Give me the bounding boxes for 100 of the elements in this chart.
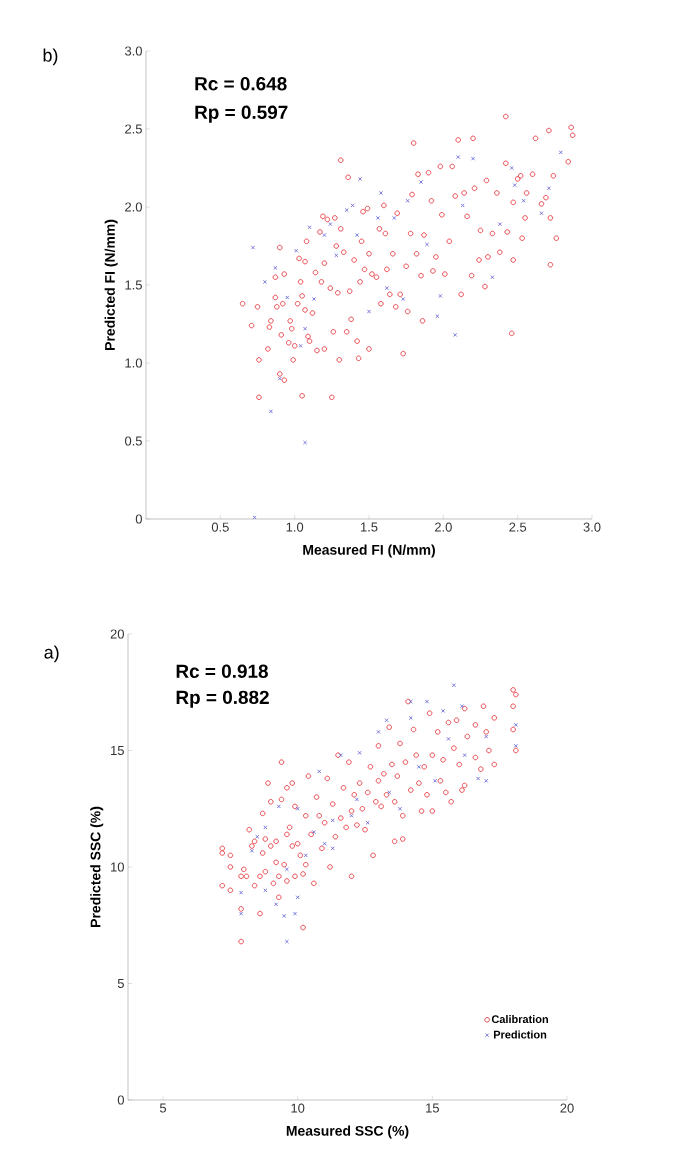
point xyxy=(285,295,290,300)
point xyxy=(460,203,465,208)
point xyxy=(317,769,322,774)
point xyxy=(366,309,372,314)
point xyxy=(303,853,308,858)
annotation: Rp = 0.882 xyxy=(176,690,269,708)
point xyxy=(365,820,370,825)
point xyxy=(397,806,403,811)
point xyxy=(424,242,430,247)
x-tick-label: 10 xyxy=(291,1103,305,1113)
y-tick-label: 3.0 xyxy=(124,46,142,56)
point xyxy=(268,409,273,414)
point xyxy=(303,326,308,331)
point xyxy=(408,715,413,720)
point xyxy=(255,834,260,839)
point xyxy=(558,150,563,155)
point xyxy=(384,718,389,723)
point xyxy=(432,778,438,783)
y-axis-title: Predicted SSC (%) xyxy=(90,806,104,927)
annotation: Rc = 0.648 xyxy=(195,77,287,91)
point xyxy=(453,332,458,337)
point xyxy=(456,154,461,160)
point xyxy=(438,293,443,298)
x-tick-label: 0.5 xyxy=(211,522,229,532)
x-tick-label: 15 xyxy=(426,1103,439,1113)
point xyxy=(273,265,278,270)
point xyxy=(239,890,244,895)
point xyxy=(250,245,256,250)
point xyxy=(387,790,392,795)
point xyxy=(546,186,551,191)
y-tick-label: 10 xyxy=(111,862,124,872)
x-tick-label: 2.5 xyxy=(509,522,527,532)
y-tick-label: 0 xyxy=(117,1095,124,1105)
point xyxy=(252,515,257,520)
point xyxy=(392,215,397,220)
point xyxy=(292,911,298,916)
point xyxy=(358,176,363,181)
point xyxy=(284,867,289,872)
point xyxy=(298,343,303,348)
point xyxy=(330,818,335,823)
y-axis-title: Predicted FI (N/mm) xyxy=(104,219,118,350)
point xyxy=(282,913,287,918)
point xyxy=(521,198,526,203)
point xyxy=(375,215,380,220)
point xyxy=(513,743,518,748)
point xyxy=(322,233,327,238)
y-tick-label: 0 xyxy=(135,514,142,524)
point xyxy=(263,888,268,893)
point xyxy=(484,734,489,739)
point xyxy=(263,825,268,830)
point xyxy=(294,248,299,253)
point xyxy=(484,778,489,783)
point xyxy=(416,764,421,769)
point xyxy=(349,813,354,818)
point xyxy=(435,314,440,319)
x-axis-title: Measured SSC (%) xyxy=(286,1125,409,1139)
point xyxy=(446,736,451,741)
point xyxy=(239,911,244,916)
point xyxy=(476,776,481,781)
point xyxy=(513,722,518,727)
chart-title: b) xyxy=(43,48,58,66)
point xyxy=(307,225,312,230)
point xyxy=(509,165,514,171)
point xyxy=(284,939,289,944)
point xyxy=(462,753,467,758)
point xyxy=(471,156,476,161)
point xyxy=(303,440,308,445)
point xyxy=(405,198,410,203)
point xyxy=(441,708,446,713)
point xyxy=(384,286,389,291)
point xyxy=(490,275,495,280)
point xyxy=(378,190,383,196)
y-tick-label: 2.0 xyxy=(125,202,142,212)
point xyxy=(451,683,456,688)
x-tick-label: 2.0 xyxy=(434,522,452,532)
point xyxy=(276,804,281,809)
y-tick-label: 0.5 xyxy=(124,436,142,446)
annotation: Rp = 0.597 xyxy=(195,105,288,123)
point xyxy=(350,203,355,208)
y-tick-label: 1.5 xyxy=(125,280,142,290)
point xyxy=(322,841,327,846)
point xyxy=(424,699,430,704)
y-tick-label: 1.0 xyxy=(125,358,142,368)
legend-label: Calibration xyxy=(491,1015,548,1024)
text: a) xyxy=(44,645,59,663)
point xyxy=(277,376,282,381)
point xyxy=(328,222,333,227)
x-tick-label: 5 xyxy=(159,1103,167,1113)
point xyxy=(354,797,359,802)
x-tick-label: 1.5 xyxy=(360,522,378,532)
point xyxy=(334,253,339,258)
annotation: Rc = 0.918 xyxy=(176,664,268,678)
point xyxy=(330,846,335,851)
point xyxy=(344,208,349,213)
point xyxy=(262,279,268,284)
x-tick-label: 1.0 xyxy=(286,522,304,532)
legend-label: Prediction xyxy=(493,1030,547,1039)
x-tick-label: 3.0 xyxy=(583,522,601,532)
point xyxy=(274,902,279,907)
x-axis-title: Measured FI (N/mm) xyxy=(303,544,435,558)
